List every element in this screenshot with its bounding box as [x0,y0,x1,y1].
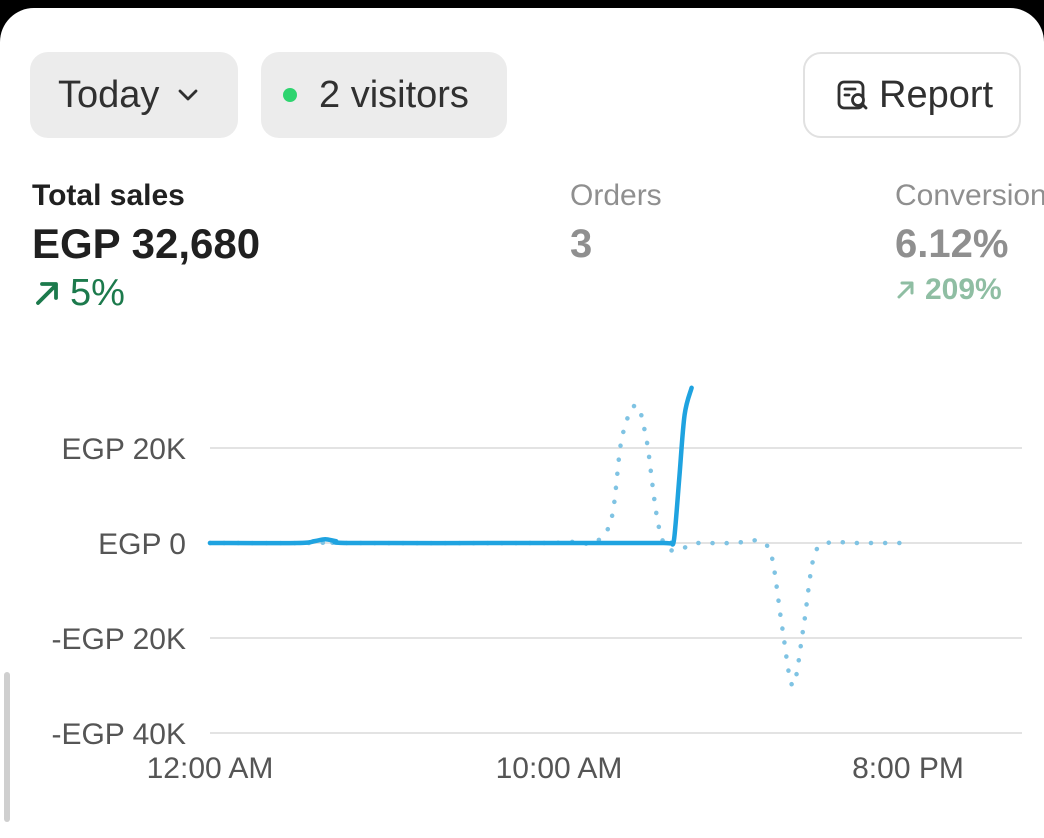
conversion-change: 209% [895,270,1044,310]
conversion-change-value: 209% [925,273,1002,306]
visitors-count-label: 2 visitors [319,73,469,116]
report-button[interactable]: Report [803,52,1021,138]
date-range-dropdown[interactable]: Today [30,52,238,138]
arrow-up-right-icon [36,282,58,305]
live-visitors-button[interactable]: 2 visitors [261,52,507,138]
scrollbar[interactable] [4,672,10,822]
total-sales-label: Total sales [32,179,185,212]
metric-conversion[interactable]: Conversion 6.12% 209% [895,176,1044,310]
metric-orders[interactable]: Orders 3 [570,176,662,270]
orders-label: Orders [570,179,662,212]
report-button-label: Report [879,73,994,116]
chevron-down-icon [177,88,199,102]
metric-total-sales[interactable]: Total sales EGP 32,680 5% [32,176,260,316]
total-sales-change: 5% [32,270,260,316]
live-status-dot-icon [283,88,297,102]
orders-value: 3 [570,222,593,266]
total-sales-change-value: 5% [70,272,125,314]
arrow-up-right-icon [897,281,914,299]
date-range-label: Today [58,73,160,116]
conversion-value: 6.12% [895,222,1009,266]
report-search-icon [835,77,871,113]
conversion-label: Conversion [895,179,1044,212]
total-sales-value: EGP 32,680 [32,220,261,267]
